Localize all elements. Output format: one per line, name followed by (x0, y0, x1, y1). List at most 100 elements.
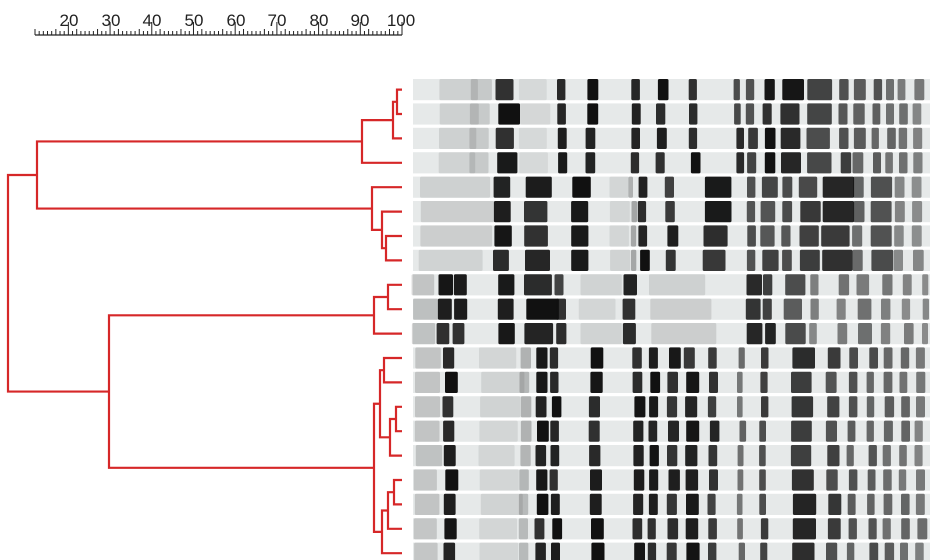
band (848, 396, 858, 418)
band (493, 201, 511, 223)
band (686, 420, 700, 442)
band (914, 445, 923, 467)
band (747, 152, 757, 174)
band (746, 201, 756, 223)
band (911, 225, 922, 247)
band (632, 518, 643, 540)
band (443, 420, 455, 442)
band (585, 127, 596, 149)
band (760, 201, 776, 223)
band (631, 249, 637, 271)
lane-19 (413, 518, 930, 540)
band (520, 445, 531, 467)
band (852, 249, 863, 271)
band (631, 79, 640, 101)
scale-tick-label-80: 80 (310, 11, 329, 30)
band (634, 396, 646, 418)
band (765, 323, 776, 345)
band (913, 249, 924, 271)
band (623, 274, 637, 296)
band (536, 371, 548, 393)
band (759, 420, 766, 442)
lane-10 (413, 298, 930, 320)
band (708, 542, 717, 560)
band (838, 274, 850, 296)
band (665, 201, 675, 223)
band (633, 469, 645, 491)
band (800, 201, 821, 223)
band (781, 152, 801, 174)
dendrogram-branch (107, 314, 374, 469)
band (589, 493, 602, 515)
dendrogram-branch (392, 478, 402, 506)
band (526, 298, 559, 320)
band (822, 249, 853, 271)
band (690, 152, 701, 174)
band (588, 420, 600, 442)
band (849, 347, 858, 369)
dendrogram-tree (6, 88, 402, 555)
band (709, 469, 718, 491)
similarity-scale-bar: 20 30 40 50 60 70 80 90 100 (34, 11, 415, 36)
band (746, 323, 763, 345)
band (495, 127, 514, 149)
band (761, 396, 769, 418)
band (901, 298, 911, 320)
band (640, 249, 650, 271)
band (764, 127, 776, 149)
band (762, 103, 772, 125)
band (452, 323, 465, 345)
band (791, 371, 812, 393)
band (443, 445, 456, 467)
band (609, 201, 630, 223)
band (916, 371, 926, 393)
band (686, 542, 700, 560)
band (414, 420, 440, 442)
band (438, 274, 453, 296)
band (826, 542, 838, 560)
band (737, 445, 744, 467)
band (809, 323, 817, 345)
band (881, 298, 891, 320)
band (745, 79, 755, 101)
band (883, 420, 893, 442)
band (445, 371, 458, 393)
band (837, 323, 848, 345)
band (683, 347, 695, 369)
band (746, 274, 762, 296)
band (666, 493, 677, 515)
band (413, 518, 437, 540)
band (912, 201, 923, 223)
band (738, 347, 745, 369)
dendrogram-branch (6, 173, 109, 393)
band (498, 323, 515, 345)
band (588, 396, 600, 418)
band (633, 493, 644, 515)
band (498, 103, 520, 125)
band (901, 420, 910, 442)
band (852, 152, 864, 174)
band (703, 225, 728, 247)
band (631, 103, 641, 125)
band (571, 249, 589, 271)
band (872, 103, 881, 125)
band (549, 347, 559, 369)
band (867, 493, 875, 515)
band (609, 176, 629, 198)
band (649, 274, 706, 296)
band (884, 542, 895, 560)
band (578, 298, 616, 320)
band (883, 347, 893, 369)
band (415, 347, 441, 369)
band (871, 127, 879, 149)
band (782, 201, 793, 223)
band (571, 225, 589, 247)
band (572, 176, 591, 198)
band (631, 127, 640, 149)
band (810, 274, 819, 296)
band (493, 176, 511, 198)
band (557, 103, 566, 125)
band (631, 201, 637, 223)
band (535, 445, 547, 467)
band (536, 493, 549, 515)
